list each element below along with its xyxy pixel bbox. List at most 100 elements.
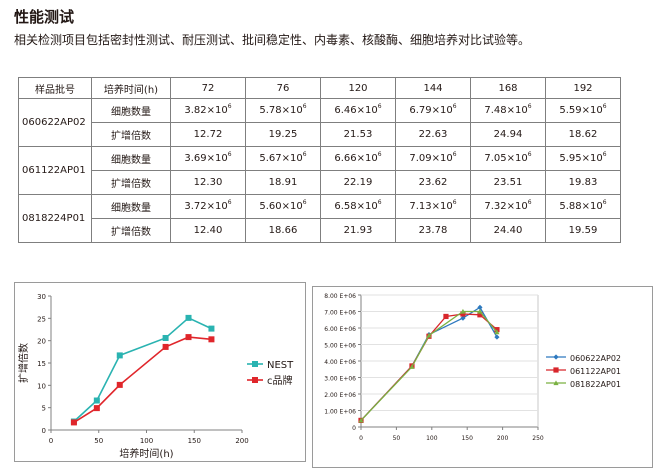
data-point (460, 311, 466, 317)
count-mantissa: 7.13 (409, 201, 432, 212)
fold-value: 23.62 (395, 170, 471, 195)
fold-value: 23.78 (395, 218, 471, 243)
expansion-fold-chart: 0 5 10 15 20 25 30 0 50 100 150 200 培养时间(h) 扩增倍数 NEST c… (14, 282, 306, 462)
cell-count-value: 7.13×106 (395, 194, 471, 219)
count-mantissa: 6.79 (409, 105, 432, 116)
count-exponent: 6 (452, 151, 457, 158)
x-tick-label: 250 (532, 435, 544, 442)
y-tick-label: 7.00 E+06 (324, 310, 356, 317)
series-line (73, 336, 212, 424)
y-tick-label: 6.00 E+06 (324, 326, 356, 333)
fold-value: 12.40 (170, 218, 246, 243)
legend-marker (252, 377, 258, 383)
x-tick-label: 100 (426, 435, 438, 442)
header-time-144: 144 (395, 77, 471, 99)
row-label-fold: 扩增倍数 (91, 218, 171, 243)
count-multiplier: ×10 (506, 153, 528, 164)
count-mantissa: 7.32 (484, 201, 507, 212)
data-point (93, 405, 100, 412)
fold-value: 22.19 (320, 170, 396, 195)
y-tick-label: 5.00 E+06 (324, 343, 356, 350)
header-time-120: 120 (320, 77, 396, 99)
count-multiplier: ×10 (581, 153, 603, 164)
data-point (494, 329, 500, 335)
count-mantissa: 3.82 (184, 105, 207, 116)
count-multiplier: ×10 (206, 105, 228, 116)
count-exponent: 6 (527, 151, 532, 158)
cell-count-value: 7.32×106 (470, 194, 546, 219)
legend-label: 061122AP01 (570, 367, 621, 376)
table-row: 060622AP02 细胞数量 3.82×106 5.78×106 6.46×106 6.… (18, 98, 621, 147)
x-tick-label: 200 (497, 435, 509, 442)
count-exponent: 6 (377, 151, 382, 158)
count-exponent: 6 (302, 103, 307, 110)
count-multiplier: ×10 (431, 153, 453, 164)
data-point (494, 334, 500, 340)
count-exponent: 6 (452, 199, 457, 206)
count-mantissa: 7.48 (484, 105, 507, 116)
data-point (93, 397, 100, 404)
table-row: 扩增倍数 12.30 18.91 22.19 23.62 23.51 19.83 (19, 170, 621, 195)
count-exponent: 6 (452, 103, 457, 110)
series-line (360, 306, 498, 421)
table-row: 扩增倍数 12.40 18.66 21.93 23.78 24.40 19.59 (19, 218, 621, 243)
x-tick-label: 150 (461, 435, 473, 442)
x-tick-label: 50 (94, 437, 103, 445)
count-multiplier: ×10 (506, 201, 528, 212)
count-mantissa: 5.78 (259, 105, 282, 116)
y-tick-label: 15 (37, 360, 46, 368)
row-label-fold: 扩增倍数 (91, 122, 171, 147)
data-point (409, 364, 415, 369)
fold-value: 21.53 (320, 122, 396, 147)
header-time-76: 76 (245, 77, 321, 99)
fold-value: 24.40 (470, 218, 546, 243)
count-mantissa: 7.09 (409, 153, 432, 164)
count-mantissa: 5.95 (559, 153, 582, 164)
count-multiplier: ×10 (206, 201, 228, 212)
series-line (360, 313, 498, 421)
cell-count-chart-svg: 0 1.00 E+06 2.00 E+06 3.00 E+06 4.00 E+06 5.0… (324, 293, 621, 442)
x-axis-title: 培养时间(h) (119, 447, 173, 460)
fold-value: 24.94 (470, 122, 546, 147)
data-point (116, 352, 123, 359)
x-tick-label: 0 (49, 437, 53, 445)
expansion-fold-chart-svg: 0 5 10 15 20 25 30 0 50 100 150 200 培养时间(h) 扩增倍数 NEST c… (17, 293, 294, 460)
count-exponent: 6 (602, 199, 607, 206)
count-exponent: 6 (377, 199, 382, 206)
data-point (477, 312, 483, 318)
table-row: 扩增倍数 12.72 19.25 21.53 22.63 24.94 18.62 (19, 122, 621, 147)
legend-marker (553, 367, 559, 373)
data-point (358, 417, 364, 423)
data-point (443, 313, 449, 320)
cell-count-value: 5.95×106 (545, 146, 621, 171)
y-axis-title: 扩增倍数 (17, 343, 30, 383)
legend-marker (553, 380, 559, 386)
cell-count-value: 3.69×106 (170, 146, 246, 171)
y-tick-label: 1.00 E+06 (324, 409, 356, 416)
cell-count-value: 6.79×106 (395, 98, 471, 123)
data-point (70, 419, 77, 426)
data-point (477, 308, 483, 314)
cell-count-chart: 0 1.00 E+06 2.00 E+06 3.00 E+06 4.00 E+06 5.0… (312, 286, 653, 468)
y-tick-label: 3.00 E+06 (324, 376, 356, 383)
legend-marker (252, 361, 258, 367)
fold-value: 19.83 (545, 170, 621, 195)
y-tick-label: 2.00 E+06 (324, 392, 356, 399)
data-point (208, 336, 215, 343)
cell-count-value: 5.67×106 (245, 146, 321, 171)
count-multiplier: ×10 (431, 201, 453, 212)
cell-count-value: 7.09×106 (395, 146, 471, 171)
count-multiplier: ×10 (281, 153, 303, 164)
y-tick-label: 8.00 E+06 (324, 293, 356, 300)
page-title: 性能测试 (14, 8, 75, 26)
count-multiplier: ×10 (356, 153, 378, 164)
count-mantissa: 6.46 (334, 105, 357, 116)
cell-count-value: 5.59×106 (545, 98, 621, 123)
data-point (208, 325, 215, 332)
count-mantissa: 3.72 (184, 201, 207, 212)
header-batch: 样品批号 (18, 77, 92, 99)
x-tick-label: 100 (140, 437, 153, 445)
data-point (116, 381, 123, 388)
data-point (162, 343, 169, 350)
count-mantissa: 5.60 (259, 201, 282, 212)
